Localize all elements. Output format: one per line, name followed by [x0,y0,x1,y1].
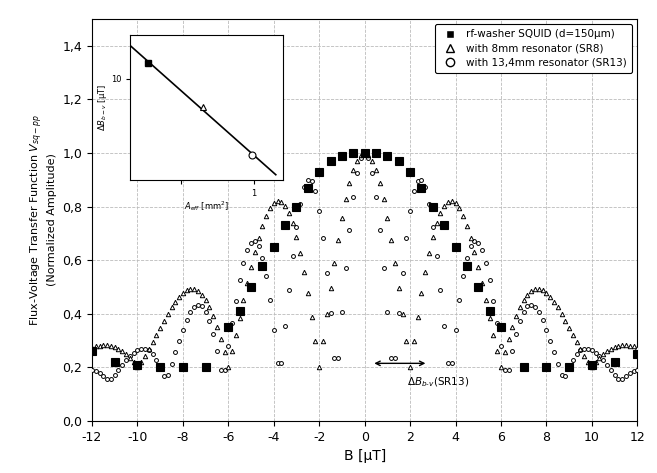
rf-washer SQUID (d=150μm) [315,169,323,175]
rf-washer SQUID (d=150μm) [520,365,528,370]
rf-washer SQUID (d=150μm) [474,284,482,290]
rf-washer SQUID (d=150μm) [417,185,425,191]
with 13,4mm resonator (SR13) [618,376,626,382]
rf-washer SQUID (d=150μm) [350,150,357,156]
rf-washer SQUID (d=150μm) [179,365,187,370]
with 13,4mm resonator (SR13) [599,358,607,363]
with 13,4mm resonator (SR13) [520,309,528,315]
rf-washer SQUID (d=150μm) [111,359,119,365]
rf-washer SQUID (d=150μm) [304,185,312,191]
Line: with 8mm resonator (SR8): with 8mm resonator (SR8) [90,151,639,369]
rf-washer SQUID (d=150μm) [497,324,505,330]
rf-washer SQUID (d=150μm) [156,365,164,370]
with 13,4mm resonator (SR13) [114,367,122,373]
rf-washer SQUID (d=150μm) [395,158,403,164]
rf-washer SQUID (d=150μm) [384,153,392,158]
with 8mm resonator (SR8) [361,150,369,156]
rf-washer SQUID (d=150μm) [258,263,266,268]
rf-washer SQUID (d=150μm) [429,204,437,210]
Legend: rf-washer SQUID (d=150μm), with 8mm resonator (SR8), with 13,4mm resonator (SR13: rf-washer SQUID (d=150μm), with 8mm reso… [435,24,632,73]
Line: rf-washer SQUID (d=150μm): rf-washer SQUID (d=150μm) [88,149,641,371]
rf-washer SQUID (d=150μm) [486,308,493,314]
with 13,4mm resonator (SR13) [92,368,100,374]
with 8mm resonator (SR8) [114,346,122,351]
rf-washer SQUID (d=150μm) [406,169,414,175]
rf-washer SQUID (d=150μm) [224,324,233,330]
rf-washer SQUID (d=150μm) [281,222,289,228]
with 8mm resonator (SR8) [92,343,100,349]
rf-washer SQUID (d=150μm) [133,362,141,368]
with 13,4mm resonator (SR13) [88,368,96,373]
rf-washer SQUID (d=150μm) [247,284,255,290]
rf-washer SQUID (d=150μm) [361,150,369,156]
with 13,4mm resonator (SR13) [361,150,369,156]
rf-washer SQUID (d=150μm) [565,365,573,370]
with 8mm resonator (SR8) [410,339,418,344]
rf-washer SQUID (d=150μm) [292,204,300,210]
rf-washer SQUID (d=150μm) [338,153,346,158]
rf-washer SQUID (d=150μm) [463,263,471,268]
X-axis label: B [μT]: B [μT] [344,449,386,463]
rf-washer SQUID (d=150μm) [440,222,448,228]
rf-washer SQUID (d=150μm) [202,365,210,370]
rf-washer SQUID (d=150μm) [633,351,641,357]
with 8mm resonator (SR8) [88,345,96,350]
rf-washer SQUID (d=150μm) [588,362,596,368]
with 13,4mm resonator (SR13) [406,208,414,213]
rf-washer SQUID (d=150μm) [270,244,278,250]
Text: $\Delta B_{b\text{-}v}$(SR13): $\Delta B_{b\text{-}v}$(SR13) [407,376,469,389]
rf-washer SQUID (d=150μm) [543,365,551,370]
rf-washer SQUID (d=150μm) [88,349,96,354]
rf-washer SQUID (d=150μm) [236,308,244,314]
with 13,4mm resonator (SR13) [633,368,641,373]
with 8mm resonator (SR8) [524,292,532,298]
rf-washer SQUID (d=150μm) [451,244,459,250]
Line: with 13,4mm resonator (SR13): with 13,4mm resonator (SR13) [90,151,639,381]
with 8mm resonator (SR8) [509,324,516,329]
with 13,4mm resonator (SR13) [505,367,512,373]
rf-washer SQUID (d=150μm) [327,158,334,164]
Y-axis label: Flux-Voltage Transfer Function $V_{sq-pp}$
(Normalized Amplitude): Flux-Voltage Transfer Function $V_{sq-pp… [29,114,57,326]
rf-washer SQUID (d=150μm) [372,150,380,156]
rf-washer SQUID (d=150μm) [610,359,618,365]
with 8mm resonator (SR8) [133,365,141,370]
with 8mm resonator (SR8) [633,345,641,350]
with 8mm resonator (SR8) [603,348,611,354]
